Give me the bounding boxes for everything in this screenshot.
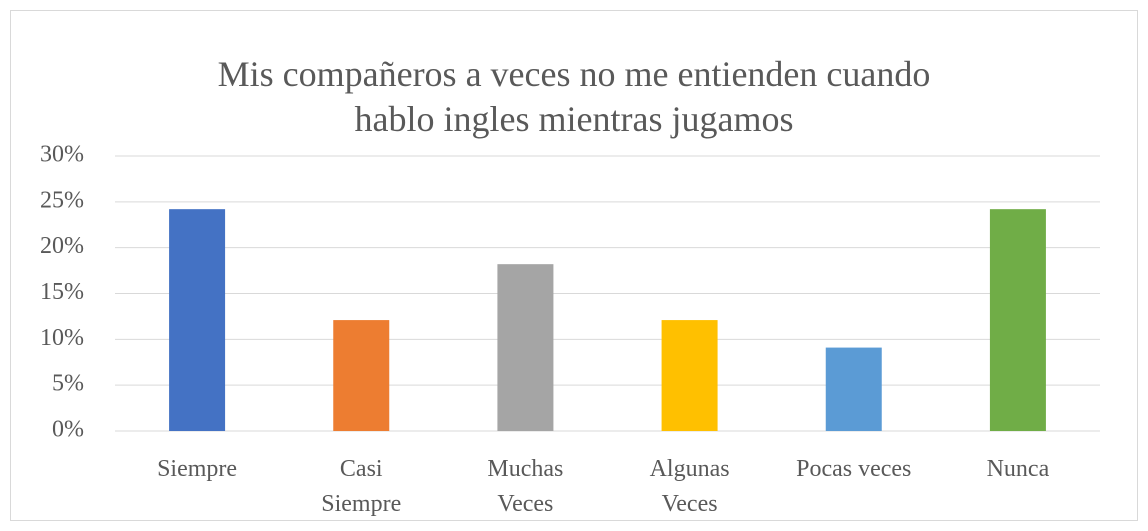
bar bbox=[661, 320, 718, 431]
x-tick-label: Siempre bbox=[157, 456, 238, 482]
chart-title: Mis compañeros a veces no me entienden c… bbox=[217, 54, 931, 139]
y-tick-label: 0% bbox=[52, 417, 84, 443]
x-tick-label: Nunca bbox=[986, 456, 1050, 482]
x-tick-label: Algunas Veces bbox=[649, 456, 730, 517]
bar bbox=[169, 209, 226, 431]
y-tick-label: 10% bbox=[40, 325, 84, 351]
bar bbox=[825, 347, 882, 431]
y-tick-label: 5% bbox=[52, 371, 84, 397]
y-tick-label: 30% bbox=[40, 142, 84, 168]
x-tick-label: Casi Siempre bbox=[321, 456, 402, 517]
y-tick-label: 15% bbox=[40, 279, 84, 305]
x-tick-label: Pocas veces bbox=[796, 456, 912, 482]
x-tick-label: Muchas Veces bbox=[487, 456, 564, 517]
bar bbox=[497, 264, 554, 431]
bar bbox=[333, 320, 390, 431]
y-tick-label: 25% bbox=[40, 187, 84, 213]
y-tick-label: 20% bbox=[40, 233, 84, 259]
bar bbox=[989, 209, 1046, 431]
